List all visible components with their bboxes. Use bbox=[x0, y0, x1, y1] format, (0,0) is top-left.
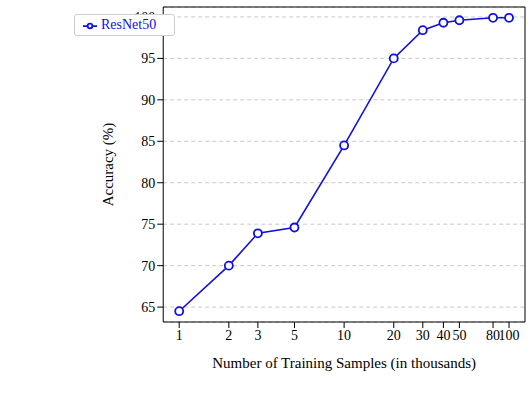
svg-text:65: 65 bbox=[141, 300, 155, 315]
svg-text:10: 10 bbox=[337, 328, 351, 343]
svg-text:2: 2 bbox=[225, 328, 232, 343]
svg-text:80: 80 bbox=[141, 176, 155, 191]
svg-text:3: 3 bbox=[254, 328, 261, 343]
svg-text:1: 1 bbox=[176, 328, 183, 343]
svg-text:90: 90 bbox=[141, 93, 155, 108]
svg-text:100: 100 bbox=[499, 328, 520, 343]
svg-text:5: 5 bbox=[291, 328, 298, 343]
svg-text:Number of Training Samples (in: Number of Training Samples (in thousands… bbox=[212, 355, 476, 372]
svg-text:95: 95 bbox=[141, 51, 155, 66]
svg-text:85: 85 bbox=[141, 134, 155, 149]
svg-text:30: 30 bbox=[416, 328, 430, 343]
svg-text:100: 100 bbox=[134, 10, 155, 25]
svg-text:40: 40 bbox=[436, 328, 450, 343]
svg-text:50: 50 bbox=[452, 328, 466, 343]
svg-text:20: 20 bbox=[387, 328, 401, 343]
svg-text:75: 75 bbox=[141, 217, 155, 232]
svg-text:Accuracy (%): Accuracy (%) bbox=[100, 123, 117, 207]
svg-text:70: 70 bbox=[141, 259, 155, 274]
